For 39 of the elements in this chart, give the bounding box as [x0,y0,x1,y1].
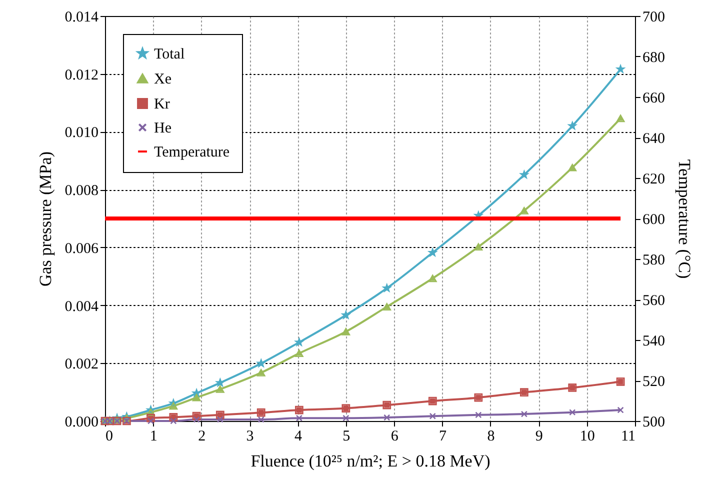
legend-label: Temperature [154,144,230,160]
y-tick-label: 0.002 [64,356,98,373]
legend-label: Total [154,46,185,62]
legend-label: He [154,120,172,136]
x-tick-label: 1 [150,428,158,444]
x-tick-label: 6 [390,428,399,444]
y-tick-label: 0.012 [64,67,98,84]
x-tick-label: 4 [294,428,302,444]
legend-label: Kr [154,96,170,112]
y-tick-label: 0.014 [64,10,99,26]
y-tick-label: 0.006 [64,240,99,257]
y-tick-label: 0.000 [64,414,98,430]
x-tick-label: 11 [621,428,636,444]
y2-tick-label: 500 [642,414,665,430]
y-tick-label: 0.008 [64,183,98,200]
y2-tick-label: 600 [642,212,665,228]
y2-axis-title: Temperature (°C) [675,159,694,279]
y2-tick-label: 660 [642,90,665,106]
x-tick-label: 0 [106,428,113,444]
y2-tick-label: 580 [642,252,665,268]
x-tick-label: 7 [439,428,448,444]
y2-tick-label: 560 [642,293,665,309]
x-tick-label: 10 [580,428,595,444]
y-axis-title: Gas pressure (MPa) [36,151,55,287]
y2-tick-label: 640 [642,131,665,147]
y-tick-label: 0.004 [64,298,99,315]
x-tick-label: 5 [342,428,350,444]
y2-tick-label: 700 [642,10,665,26]
y2-tick-label: 680 [642,50,665,66]
y-tick-label: 0.010 [64,125,98,142]
x-tick-label: 8 [487,428,495,444]
y2-tick-label: 540 [642,334,665,350]
x-tick-label: 2 [198,428,206,444]
y2-tick-label: 620 [642,172,665,188]
x-axis-title: Fluence (10²⁵ n/m²; E > 0.18 MeV) [250,452,490,470]
x-tick-label: 9 [535,428,543,444]
legend-label: Xe [154,72,172,88]
y2-tick-label: 520 [642,374,665,390]
x-tick-label: 3 [246,428,254,444]
